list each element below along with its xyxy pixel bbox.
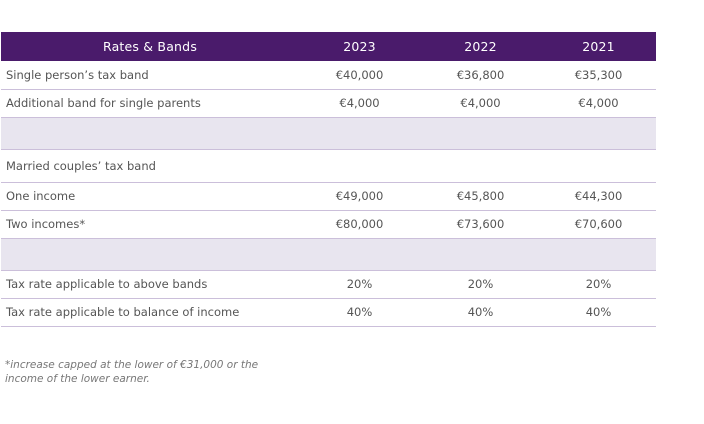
table-row: Tax rate applicable to above bands 20% 2… — [1, 270, 656, 299]
cell-2021: €70,600 — [541, 210, 656, 239]
cell-2022 — [420, 238, 541, 271]
cell-2023: €80,000 — [299, 210, 420, 239]
row-label: Two incomes* — [1, 210, 299, 239]
row-label: Tax rate applicable to above bands — [1, 270, 299, 299]
header-rates-and-bands: Rates & Bands — [102, 39, 198, 54]
cell-2023: 20% — [299, 270, 420, 299]
table-row: Tax rate applicable to balance of income… — [1, 298, 656, 327]
shaded-spacer-row — [1, 238, 656, 271]
cell-2023: €49,000 — [299, 182, 420, 211]
row-label: One income — [1, 182, 299, 211]
cell-2022 — [420, 117, 541, 150]
header-2022: 2022 — [464, 39, 497, 54]
table-row: Single person’s tax band €40,000 €36,800… — [1, 61, 656, 90]
cell-2022 — [420, 149, 541, 183]
row-label — [1, 117, 299, 150]
rates-and-bands-table: Rates & Bands 2023 2022 2021 Single pers… — [1, 32, 656, 327]
cell-2021: €35,300 — [541, 61, 656, 90]
row-label: Single person’s tax band — [1, 61, 299, 90]
table-row: Married couples’ tax band — [1, 149, 656, 183]
cell-2021: €4,000 — [541, 89, 656, 118]
shaded-spacer-row — [1, 117, 656, 150]
cell-2023 — [299, 117, 420, 150]
cell-2022: €4,000 — [420, 89, 541, 118]
table-row: Two incomes* €80,000 €73,600 €70,600 — [1, 210, 656, 239]
cell-2023: €40,000 — [299, 61, 420, 90]
table-row: Additional band for single parents €4,00… — [1, 89, 656, 118]
cell-2021: €44,300 — [541, 182, 656, 211]
cell-2021 — [541, 149, 656, 183]
cell-2022: €36,800 — [420, 61, 541, 90]
cell-2021 — [541, 117, 656, 150]
cell-2022: €45,800 — [420, 182, 541, 211]
cell-2021 — [541, 238, 656, 271]
row-label: Married couples’ tax band — [1, 149, 299, 183]
footnote-line: *increase capped at the lower of €31,000… — [5, 359, 259, 371]
row-label: Tax rate applicable to balance of income — [1, 298, 299, 327]
footnote-line: income of the lower earner. — [5, 373, 150, 385]
table-row: One income €49,000 €45,800 €44,300 — [1, 182, 656, 211]
table-header-row: Rates & Bands 2023 2022 2021 — [1, 32, 656, 61]
row-label — [1, 238, 299, 271]
cell-2022: €73,600 — [420, 210, 541, 239]
cell-2021: 20% — [541, 270, 656, 299]
cell-2023 — [299, 149, 420, 183]
row-label: Additional band for single parents — [1, 89, 299, 118]
cell-2023 — [299, 238, 420, 271]
cell-2023: 40% — [299, 298, 420, 327]
cell-2022: 40% — [420, 298, 541, 327]
cell-2022: 20% — [420, 270, 541, 299]
header-2021: 2021 — [582, 39, 615, 54]
cell-2023: €4,000 — [299, 89, 420, 118]
header-2023: 2023 — [343, 39, 376, 54]
table-footnote: *increase capped at the lower of €31,000… — [5, 358, 285, 386]
cell-2021: 40% — [541, 298, 656, 327]
